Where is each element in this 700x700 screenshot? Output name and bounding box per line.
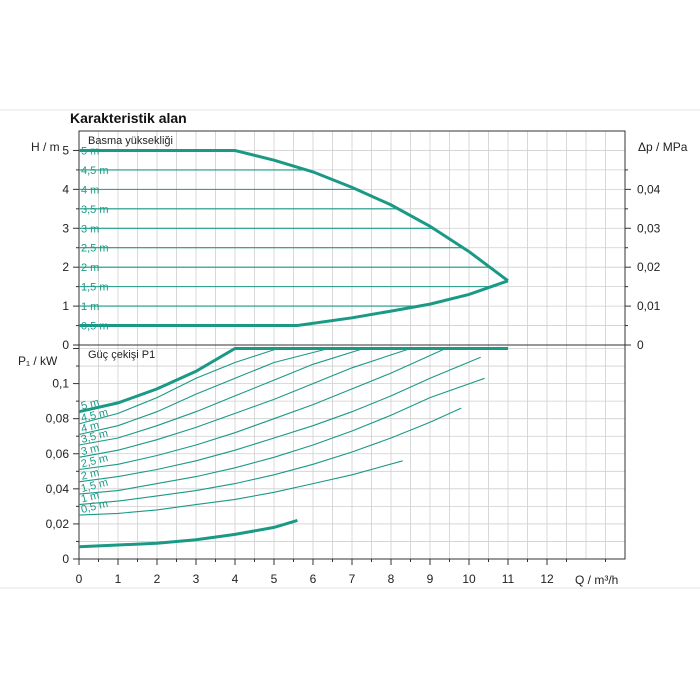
- flow-axis-ticks: 0 1 2 3 4 5 6 7 8 9 10 11 12: [76, 559, 606, 586]
- flow-axis-label: Q / m³/h: [575, 573, 618, 587]
- head-tick-label: 2: [62, 260, 69, 274]
- power-tick-label: 0,08: [46, 412, 70, 426]
- pressure-tick-label: 0,01: [637, 299, 661, 313]
- power-level-curve: [78, 347, 364, 446]
- power-level-curve: [78, 356, 481, 483]
- head-level-label: 2 m: [81, 262, 99, 274]
- head-axis-ticks: 0 1 2 3 4 5: [62, 143, 79, 352]
- power-level-curve: [78, 347, 446, 471]
- power-curve-labels: 5 m4,5 m4 m3,5 m3 m2,5 m2 m1,5 m1 m0,5 m: [80, 396, 110, 516]
- flow-tick-label: 0: [76, 572, 83, 586]
- flow-tick-label: 1: [115, 572, 122, 586]
- head-level-label: 2,5 m: [81, 243, 109, 255]
- head-tick-label: 0: [62, 338, 69, 352]
- power-curve-label: 2 m: [80, 467, 101, 483]
- flow-tick-label: 8: [388, 572, 395, 586]
- power-envelope-curve: [78, 347, 508, 414]
- pressure-tick-label: 0,02: [637, 260, 661, 274]
- flow-tick-label: 9: [427, 572, 434, 586]
- power-envelope-curve: [78, 518, 298, 549]
- head-tick-label: 3: [62, 221, 69, 235]
- power-axis-ticks: 0 0,02 0,04 0,06 0,08 0,1: [46, 348, 79, 566]
- flow-tick-label: 5: [271, 572, 278, 586]
- power-tick-label: 0,04: [46, 482, 70, 496]
- flow-tick-label: 6: [310, 572, 317, 586]
- flow-tick-label: 12: [540, 572, 554, 586]
- power-level-curve: [78, 460, 403, 516]
- pressure-tick-label: 0,03: [637, 221, 661, 235]
- head-level-label: 4,5 m: [81, 165, 109, 177]
- power-curve-label: 1 m: [80, 489, 101, 505]
- flow-tick-label: 7: [349, 572, 356, 586]
- flow-tick-label: 10: [462, 572, 476, 586]
- power-curve-label: 3 m: [80, 442, 101, 458]
- power-curve-label: 5 m: [80, 396, 101, 412]
- flow-tick-label: 2: [154, 572, 161, 586]
- power-tick-label: 0,1: [52, 377, 69, 391]
- power-level-curve: [78, 407, 462, 506]
- head-level-label: 3,5 m: [81, 204, 109, 216]
- power-curves: [78, 347, 508, 549]
- pressure-tick-label: 0,04: [637, 182, 661, 196]
- head-chart-subtitle: Basma yüksekliği: [88, 135, 173, 147]
- power-curve-label: 4 m: [80, 419, 101, 435]
- head-level-label: 1 m: [81, 301, 99, 313]
- head-level-label: 1,5 m: [81, 282, 109, 294]
- head-tick-label: 5: [62, 143, 69, 157]
- head-level-label: 3 m: [81, 223, 99, 235]
- flow-tick-label: 11: [502, 572, 515, 586]
- head-level-lines: 5 m4,5 m4 m3,5 m3 m2,5 m2 m1,5 m1 m0,5 m: [79, 145, 492, 333]
- head-chart-grid: [78, 130, 626, 345]
- head-envelope-line: [79, 149, 509, 283]
- power-axis-label: P₁ / kW: [18, 354, 58, 368]
- head-envelope-curves: [79, 149, 509, 327]
- head-level-label: 4 m: [81, 184, 99, 196]
- head-tick-label: 1: [62, 299, 69, 313]
- head-axis-label: H / m: [31, 140, 60, 154]
- flow-tick-label: 3: [193, 572, 200, 586]
- power-tick-label: 0: [62, 552, 69, 566]
- pressure-axis-ticks: 0 0,01 0,02 0,03 0,04: [625, 169, 661, 352]
- power-level-curve: [78, 347, 279, 425]
- chart-title: Karakteristik alan: [70, 110, 187, 126]
- flow-tick-label: 4: [232, 572, 239, 586]
- power-chart-subtitle: Güç çekişi P1: [88, 349, 155, 361]
- head-envelope-line: [79, 279, 509, 327]
- power-tick-label: 0,02: [46, 517, 70, 531]
- power-tick-label: 0,06: [46, 447, 70, 461]
- pressure-tick-label: 0: [637, 338, 644, 352]
- power-level-curve: [78, 347, 411, 458]
- head-tick-label: 4: [62, 182, 69, 196]
- pressure-axis-label: Δp / MPa: [638, 140, 688, 154]
- power-level-curve: [78, 377, 485, 495]
- power-level-curve: [78, 347, 329, 436]
